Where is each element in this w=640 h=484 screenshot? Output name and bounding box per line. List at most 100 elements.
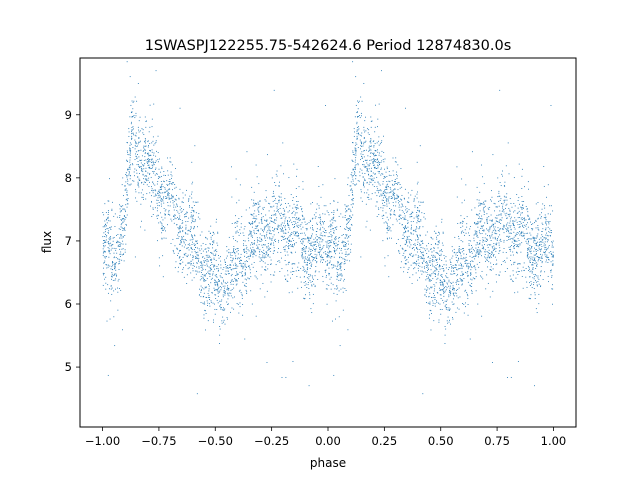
data-point: [372, 159, 374, 160]
data-point: [245, 283, 247, 284]
data-point: [273, 210, 275, 212]
data-point: [152, 208, 154, 210]
data-point: [240, 256, 242, 258]
data-point: [453, 289, 455, 291]
data-point: [489, 235, 491, 237]
data-point: [206, 263, 208, 265]
data-point: [294, 244, 295, 246]
data-point: [211, 269, 213, 271]
data-point: [199, 234, 201, 236]
data-point: [417, 239, 418, 241]
data-point: [339, 273, 341, 275]
data-point: [129, 161, 131, 163]
data-point: [312, 217, 314, 219]
data-point: [145, 149, 146, 151]
data-point: [548, 231, 550, 233]
data-point: [368, 174, 370, 176]
data-point: [258, 251, 260, 253]
data-point: [115, 266, 116, 268]
data-point: [274, 238, 276, 240]
data-point: [439, 268, 441, 270]
data-point: [380, 141, 382, 143]
data-point: [535, 274, 537, 276]
data-point: [170, 161, 172, 163]
data-point: [540, 250, 542, 252]
data-point: [404, 226, 406, 228]
data-point: [368, 150, 370, 151]
data-point: [190, 263, 192, 265]
data-point: [392, 202, 394, 203]
data-point: [141, 128, 143, 130]
data-point: [503, 248, 505, 249]
data-point: [259, 288, 261, 290]
data-point: [248, 222, 250, 223]
data-point: [504, 196, 506, 198]
data-point: [314, 257, 315, 259]
data-point: [478, 199, 480, 201]
data-point: [384, 168, 385, 170]
data-point: [349, 215, 351, 217]
data-point: [397, 183, 398, 185]
data-point: [248, 240, 250, 242]
data-point: [208, 260, 210, 262]
data-point: [333, 292, 335, 294]
data-point: [179, 206, 181, 208]
data-point: [400, 198, 402, 200]
data-point: [348, 235, 350, 237]
data-point: [248, 234, 250, 236]
data-point: [200, 275, 202, 277]
data-point: [541, 222, 543, 224]
data-point: [222, 316, 224, 318]
data-point: [245, 266, 247, 268]
data-point: [333, 243, 335, 245]
data-point: [114, 274, 116, 276]
data-point: [470, 278, 472, 280]
data-point: [110, 238, 112, 240]
data-point: [192, 221, 194, 222]
data-point: [373, 160, 375, 162]
data-point: [205, 313, 207, 314]
data-point: [303, 267, 305, 269]
data-point: [153, 195, 155, 197]
data-point: [330, 229, 332, 231]
data-point: [401, 209, 403, 211]
data-point: [547, 184, 549, 186]
data-point: [488, 209, 490, 211]
data-point: [521, 208, 523, 210]
data-point: [462, 230, 464, 232]
data-point: [169, 179, 171, 180]
data-point: [528, 297, 530, 299]
data-point: [329, 262, 331, 264]
data-point: [306, 287, 308, 288]
data-point: [372, 163, 374, 164]
data-point: [166, 180, 168, 182]
data-point: [498, 190, 500, 192]
data-point: [337, 244, 338, 246]
data-point: [373, 146, 375, 148]
data-point: [343, 278, 345, 280]
data-point: [193, 227, 195, 229]
data-point: [418, 256, 420, 258]
data-point: [155, 195, 157, 197]
data-point: [457, 255, 458, 256]
data-point: [247, 249, 249, 251]
data-point: [480, 203, 482, 204]
data-point: [304, 251, 306, 253]
data-point: [418, 210, 420, 212]
data-point: [179, 219, 181, 220]
data-point: [238, 199, 240, 201]
data-point: [156, 199, 158, 201]
data-point: [312, 281, 313, 282]
data-point: [417, 241, 419, 243]
data-point: [209, 259, 211, 261]
data-point: [274, 200, 276, 201]
data-point: [236, 222, 238, 224]
data-point: [181, 238, 183, 240]
data-point: [483, 183, 485, 185]
data-point: [140, 192, 142, 194]
data-point: [133, 128, 134, 130]
data-point: [429, 274, 431, 276]
data-point: [530, 224, 532, 225]
data-point: [478, 205, 479, 207]
data-point: [308, 258, 310, 260]
